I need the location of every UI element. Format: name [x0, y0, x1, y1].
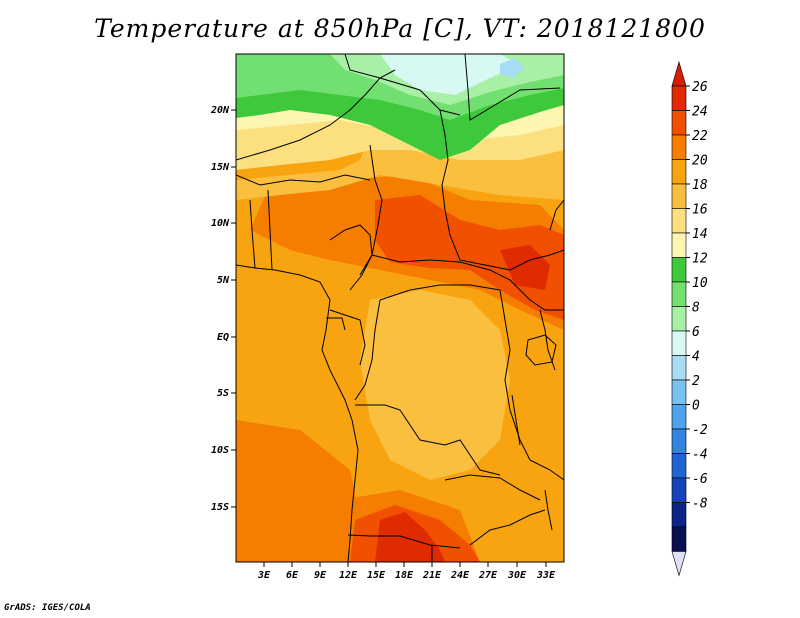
lat-label: 5S: [217, 388, 229, 399]
colorbar-swatch: [671, 428, 687, 454]
lon-label: 30E: [507, 570, 527, 581]
field-mild-central: [360, 290, 510, 480]
border-south-sudan: [509, 279, 564, 311]
border-drc-angola: [355, 404, 501, 476]
lon-label: 18E: [395, 570, 414, 581]
field-hottest-east: [500, 245, 550, 290]
lat-label: EQ: [217, 332, 229, 343]
field-cyan-north: [380, 54, 520, 95]
colorbar-label: 16: [692, 203, 708, 218]
colorbar-label: 24: [692, 105, 708, 120]
lon-label: 9E: [314, 570, 327, 581]
colorbar-swatch: [671, 159, 687, 185]
colorbar-swatch: [671, 208, 687, 234]
colorbar-label: 22: [692, 129, 708, 144]
lon-label: 21E: [422, 570, 442, 581]
border-car-drc: [379, 284, 501, 301]
lon-axis: 3E 6E 9E 12E 15E 18E 21E 24E 27E 30E 33E: [257, 562, 556, 581]
colorbar-swatch: [671, 355, 687, 381]
colorbar-swatch: [671, 330, 687, 356]
map-frame: [235, 53, 565, 563]
lon-label: 27E: [478, 570, 498, 581]
colorbar-label: 26: [692, 80, 708, 95]
lake-malawi: [544, 489, 553, 531]
colorbar-swatch: [671, 404, 687, 430]
colorbar-label: 2: [692, 374, 700, 389]
field-hot-chad: [375, 195, 564, 320]
border-kenya-uganda: [539, 309, 556, 371]
border-gabon-eg: [326, 317, 346, 331]
lon-label: 6E: [286, 570, 299, 581]
border-benin: [267, 189, 273, 271]
colorbar-label: -6: [692, 472, 708, 487]
colorbar-swatch: [671, 379, 687, 405]
border-nigeria-cameroon: [329, 224, 373, 291]
lat-label: 15S: [211, 502, 229, 513]
colorbar-swatch: [671, 257, 687, 283]
colorbar-swatch: [671, 526, 687, 552]
lon-label: 12E: [339, 570, 358, 581]
colorbar-label: 8: [692, 301, 700, 316]
colorbar-swatch: [671, 453, 687, 479]
lon-label: 24E: [450, 570, 470, 581]
border-car: [371, 254, 511, 281]
colorbar-label: 14: [692, 227, 708, 242]
border-zambia: [444, 474, 541, 501]
colorbar-label: 18: [692, 178, 708, 193]
colorbar-label: 10: [692, 276, 708, 291]
lon-label: 15E: [367, 570, 386, 581]
colorbar-label: 0: [692, 399, 700, 414]
border-sahara: [236, 69, 396, 161]
lake-tanganyika: [511, 394, 521, 446]
border-drc-congo: [354, 299, 381, 401]
border-ethiopia: [549, 199, 564, 231]
map-title: Temperature at 850hPa [C], VT: 201812180…: [94, 14, 706, 43]
colorbar-label: -4: [692, 448, 708, 463]
border-zimbabwe: [469, 509, 546, 546]
colorbar-swatch: [671, 281, 687, 307]
lat-label: 5N: [217, 275, 230, 286]
colorbar-swatch: [671, 110, 687, 136]
colorbar-label: -2: [692, 423, 708, 438]
lon-label: 33E: [536, 570, 556, 581]
lat-label: 15N: [211, 162, 230, 173]
lat-label: 20N: [210, 105, 230, 116]
colorbar-label: 4: [692, 350, 700, 365]
colorbar-label: -8: [692, 497, 708, 512]
lat-axis: 20N 15N 10N 5N EQ 5S 10S 15S: [210, 105, 236, 513]
border-angola-namibia: [347, 534, 461, 549]
border-niger-nigeria: [236, 174, 371, 186]
lat-label: 10N: [211, 218, 230, 229]
border-sudan-south: [484, 249, 564, 271]
colorbar-label: 12: [692, 252, 708, 267]
colorbar-label: 6: [692, 325, 700, 340]
coastline-west: [236, 264, 359, 562]
border-congo-gabon: [329, 309, 366, 366]
border-egypt-sudan: [464, 54, 561, 121]
colorbar-bottom-arrow: [671, 551, 687, 577]
colorbar-swatch: [671, 85, 687, 111]
colorbar-swatch: [671, 134, 687, 160]
lat-label: 10S: [211, 445, 229, 456]
colorbar-swatch: [671, 232, 687, 258]
field-blue-spot: [500, 58, 525, 78]
lon-label: 3E: [257, 570, 271, 581]
border-ghana-togo: [249, 199, 256, 269]
colorbar-swatch: [671, 502, 687, 528]
country-borders: [236, 54, 564, 562]
field-hottest-south: [375, 512, 445, 562]
colorbar-label: 20: [692, 154, 708, 169]
grads-credit: GrADS: IGES/COLA: [4, 603, 91, 613]
temperature-field: [236, 54, 564, 562]
colorbar-top-arrow: [671, 60, 687, 87]
border-libya-chad: [344, 54, 461, 116]
colorbar-swatch: [671, 306, 687, 332]
colorbar-swatch: [671, 183, 687, 209]
border-chad-sudan: [439, 109, 486, 266]
colorbar-swatch: [671, 477, 687, 503]
border-tanzania: [529, 459, 564, 481]
border-drc-east: [499, 289, 531, 461]
